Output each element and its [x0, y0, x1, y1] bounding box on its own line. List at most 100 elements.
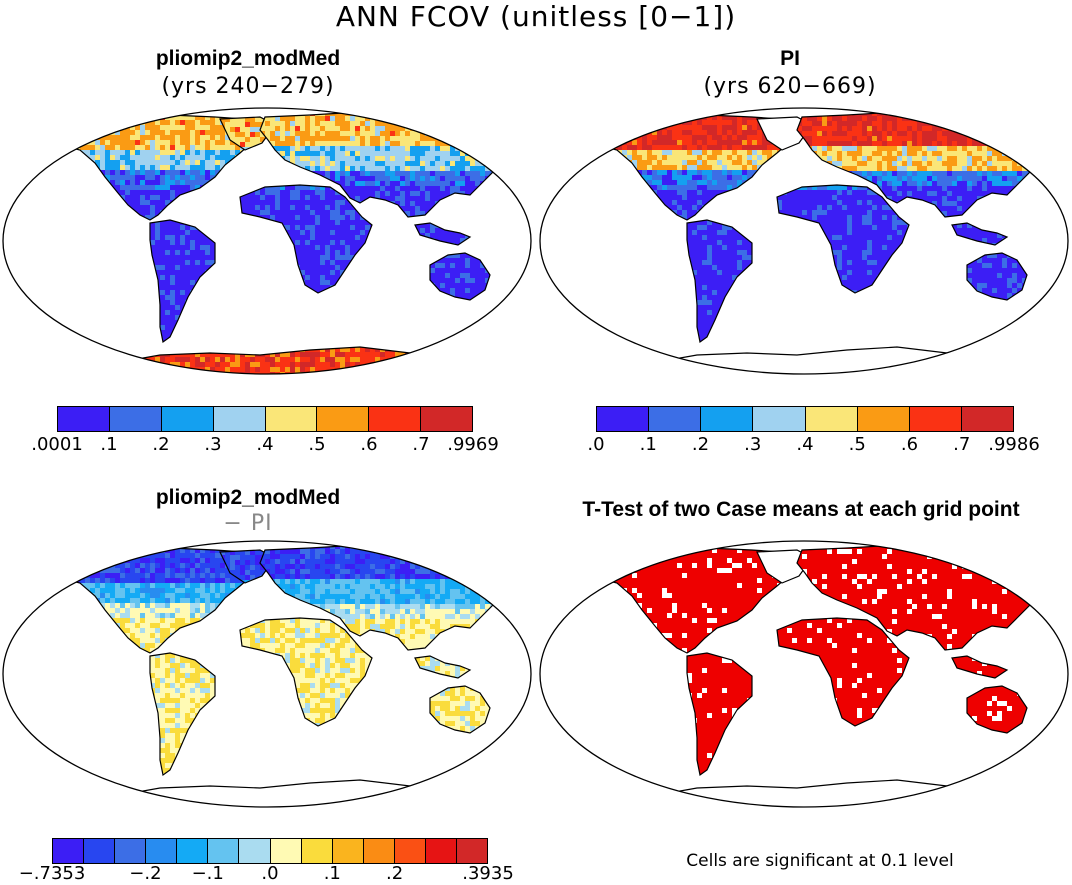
colorbar-tick-label: .5: [848, 434, 866, 455]
colorbar-swatch: [457, 839, 488, 863]
colorbar-tick-label: .0001: [31, 434, 83, 455]
colorbar-swatch: [208, 839, 240, 863]
colorbar-tick-label: .1: [639, 434, 657, 455]
panel-subtitle-top-left: (yrs 240−279): [161, 74, 335, 99]
colorbar-tick-label: .7: [953, 434, 971, 455]
coastline-samerica: [686, 219, 753, 344]
colorbar-tick-label: .2: [152, 434, 170, 455]
map-panel-top-right: [539, 107, 1069, 375]
map-border: [2, 107, 532, 375]
colorbar-swatch: [161, 407, 214, 431]
colorbar-swatch: [597, 407, 650, 431]
coastline-africa: [776, 617, 910, 727]
colorbar-swatch: [961, 407, 1013, 431]
panel-subtitle-bottom-left: − PI: [223, 511, 273, 536]
coastline-seasia: [951, 655, 1009, 679]
colorbar-tick-label: −.7353: [18, 863, 86, 884]
map-panel-bottom-left: [2, 540, 532, 808]
panel-title-bottom-right: T-Test of two Case means at each grid po…: [582, 498, 1020, 521]
colorbar-tick-label: .2: [385, 863, 404, 884]
colorbar-swatch: [213, 407, 266, 431]
colorbar-tick-label: .1: [323, 863, 341, 884]
colorbar-tick-label: .7: [412, 434, 430, 455]
colorbar-ticks-top-right: .0 .1 .2 .3 .4 .5 .6 .7 .9986: [587, 434, 1039, 456]
coastline-greenland: [219, 116, 276, 151]
colorbar-swatch: [425, 839, 458, 863]
colorbar-swatch: [701, 407, 754, 431]
colorbar-tick-label: .5: [308, 434, 326, 455]
colorbar-tick-label: .6: [360, 434, 378, 455]
colorbar-swatch: [805, 407, 858, 431]
coastline-greenland: [219, 549, 276, 584]
colorbar-tick-label: .0: [587, 434, 605, 455]
panel-title-top-left: pliomip2_modMed: [155, 47, 341, 70]
colorbar-tick-label: .4: [256, 434, 274, 455]
colorbar-tick-label: .3: [204, 434, 222, 455]
colorbar-top-right: [596, 406, 1014, 432]
colorbar-tick-label: −.2: [129, 863, 162, 884]
colorbar-swatch: [317, 407, 370, 431]
coastline-namerica: [571, 547, 798, 654]
colorbar-tick-label: .9986: [988, 434, 1040, 455]
colorbar-tick-label: −.1: [191, 863, 224, 884]
coastline-australia: [429, 252, 491, 301]
colorbar-tick-label: .2: [691, 434, 710, 455]
coastline-samerica: [149, 219, 216, 344]
map-panel-bottom-right: [539, 540, 1069, 808]
coastline-seasia: [414, 222, 472, 246]
coastline-australia: [966, 252, 1028, 301]
colorbar-tick-label: .3: [744, 434, 762, 455]
figure-title: ANN FCOV (unitless [0−1]): [335, 0, 737, 33]
colorbar-swatch: [177, 839, 209, 863]
coastline-greenland: [756, 116, 813, 151]
colorbar-swatch: [84, 839, 116, 863]
colorbar-swatch: [909, 407, 962, 431]
panel-subtitle-top-right: (yrs 620−669): [703, 74, 877, 99]
colorbar-swatch: [649, 407, 702, 431]
colorbar-swatch: [53, 839, 85, 863]
colorbar-tick-label: .3935: [462, 863, 514, 884]
map-border: [539, 107, 1069, 375]
colorbar-swatch: [58, 407, 110, 431]
coastline-africa: [239, 617, 373, 727]
colorbar-tick-label: .0: [261, 863, 279, 884]
colorbar-tick-label: .9969: [447, 434, 499, 455]
colorbar-swatch: [115, 839, 147, 863]
coastline-namerica: [571, 114, 798, 221]
colorbar-swatch: [265, 407, 318, 431]
colorbar-tick-label: .6: [900, 434, 919, 455]
coastline-africa: [239, 184, 373, 294]
colorbar-swatch: [332, 839, 364, 863]
map-border: [2, 540, 532, 808]
colorbar-swatch: [394, 839, 426, 863]
coastline-namerica: [34, 114, 261, 221]
colorbar-swatch: [857, 407, 910, 431]
coastline-samerica: [149, 652, 216, 777]
panel-title-bottom-left: pliomip2_modMed: [155, 486, 341, 509]
colorbar-swatch: [363, 839, 395, 863]
colorbar-ticks-bottom-left: −.7353 −.2 −.1 .0 .1 .2 .3935: [19, 863, 514, 885]
colorbar-bottom-left: [52, 838, 488, 864]
map-border: [539, 540, 1069, 808]
coastline-australia: [429, 685, 491, 734]
coastline-africa: [776, 184, 910, 294]
coastline-seasia: [951, 222, 1009, 246]
coastline-seasia: [414, 655, 472, 679]
colorbar-swatch: [753, 407, 806, 431]
colorbar-swatch: [421, 407, 472, 431]
colorbar-swatch: [369, 407, 422, 431]
panel-title-top-right: PI: [780, 47, 800, 70]
coastline-samerica: [686, 652, 753, 777]
colorbar-swatch: [109, 407, 162, 431]
significance-note: Cells are significant at 0.1 level: [686, 851, 954, 871]
colorbar-swatch: [146, 839, 178, 863]
colorbar-swatch: [301, 839, 333, 863]
coastline-namerica: [34, 547, 261, 654]
colorbar-tick-label: .1: [100, 434, 118, 455]
colorbar-swatch: [239, 839, 271, 863]
colorbar-swatch: [270, 839, 302, 863]
colorbar-tick-label: .4: [796, 434, 814, 455]
map-panel-top-left: [2, 107, 532, 375]
colorbar-top-left: [57, 406, 473, 432]
coastline-greenland: [756, 549, 813, 584]
